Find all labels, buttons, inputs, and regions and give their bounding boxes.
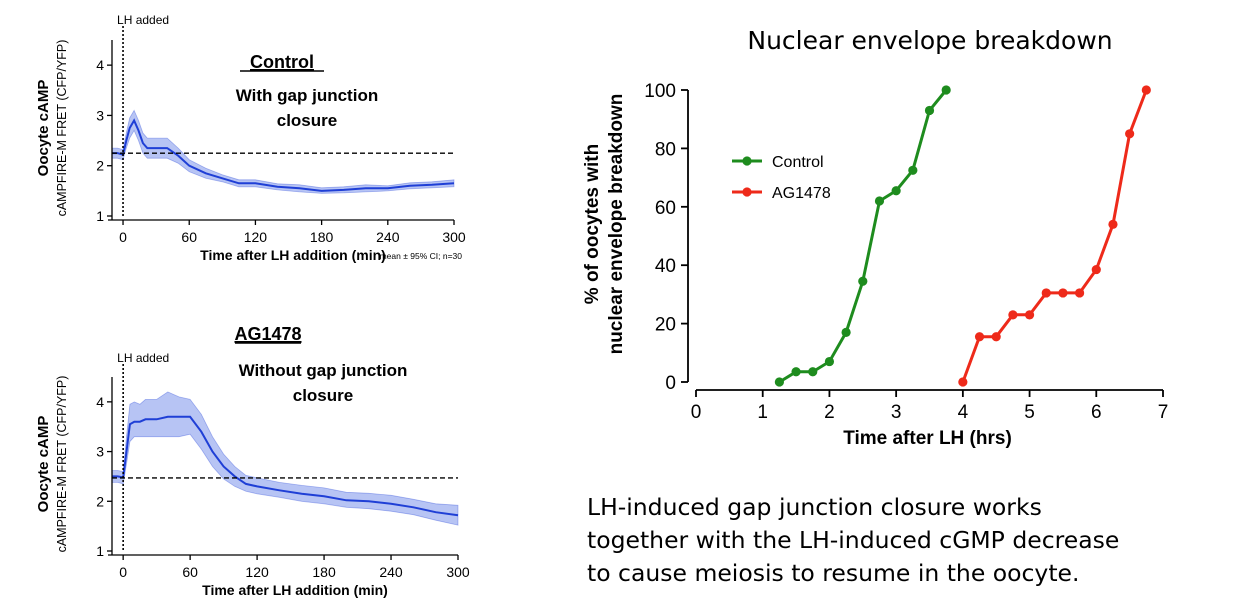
legend-control-label: Control [772, 154, 824, 171]
y-tick-label: 60 [655, 198, 676, 219]
ci-band [111, 391, 459, 526]
ag1478-chart: LH added 1 2 3 4 0 60 120 180 240 300 Time after LH… [35, 324, 470, 598]
control-data-point [808, 367, 818, 377]
summary-text: LH-induced gap junction closure works to… [587, 491, 1247, 590]
ag1478-data-point [1108, 219, 1118, 229]
y-tick-label: 1 [96, 543, 104, 559]
y-axis-sublabel: nuclear envelope breakdown [606, 94, 627, 355]
y-axis-label: Oocyte cAMP [35, 416, 52, 513]
x-tick-label: 60 [182, 564, 198, 580]
y-axis-label: % of oocytes with [582, 144, 603, 304]
x-tick-label: 240 [376, 229, 400, 245]
panel-title: AG1478 [234, 324, 301, 344]
x-axis-label: Time after LH addition (min) [202, 582, 388, 598]
summary-line-3: to cause meiosis to resume in the oocyte… [587, 559, 1080, 587]
ag1478-data-point [991, 332, 1001, 342]
x-axis-label: Time after LH (hrs) [843, 428, 1012, 449]
y-axis-label: Oocyte cAMP [35, 80, 52, 177]
ag1478-data-point [974, 332, 985, 342]
x-tick-label: 60 [181, 229, 197, 245]
x-axis-label: Time after LH addition (min) [200, 247, 386, 263]
control-chart: LH added 1 2 3 4 0 60 120 180 240 300 Time after LH… [35, 13, 466, 263]
lh-marker-label: LH added [117, 351, 169, 365]
ner-chart: 0 20 40 60 80 100 0 1 2 3 4 5 6 7 Time after LH (hrs)%… [582, 81, 1169, 449]
x-tick-label: 300 [442, 229, 466, 245]
ag1478-data-point [1024, 310, 1035, 320]
annotation-line-2: closure [277, 111, 337, 130]
ag1478-data-point [1141, 85, 1151, 95]
control-data-point [841, 327, 851, 337]
y-tick-label: 3 [96, 107, 104, 123]
mean-trace [112, 415, 459, 517]
y-tick-label: 0 [665, 373, 676, 394]
legend-ag1478-marker [742, 187, 752, 197]
x-tick-label: 120 [245, 564, 269, 580]
x-tick-label: 180 [310, 229, 334, 245]
y-tick-label: 3 [96, 444, 104, 460]
control-data-point [924, 105, 935, 116]
x-tick-label: 300 [446, 564, 470, 580]
y-tick-label: 80 [655, 139, 676, 160]
control-data-point [774, 377, 784, 387]
control-data-point [791, 367, 801, 377]
ag1478-chart-panel: LH added 1 2 3 4 0 60 120 180 240 300 Time after LH… [0, 300, 560, 615]
ag1478-data-point [1058, 288, 1068, 298]
x-tick-label: 180 [312, 564, 336, 580]
y-axis-sublabel: cAMPFIRE-M FRET (CFP/YFP) [55, 376, 69, 553]
summary-line-1: LH-induced gap junction closure works [587, 493, 1042, 521]
ner-chart-title: Nuclear envelope breakdown [747, 26, 1113, 55]
x-tick-label: 2 [824, 402, 835, 423]
annotation-line-2: closure [293, 386, 353, 405]
y-tick-label: 4 [96, 394, 104, 410]
x-tick-label: 0 [691, 402, 702, 423]
mean-trace [112, 118, 455, 192]
legend-control-marker [742, 156, 752, 166]
control-data-point [874, 196, 885, 206]
x-tick-label: 6 [1091, 402, 1102, 423]
y-tick-label: 4 [96, 57, 104, 73]
y-tick-label: 2 [96, 158, 104, 174]
control-data-point [891, 186, 901, 196]
ag1478-data-point [1125, 129, 1135, 139]
ag1478-data-point [1075, 288, 1085, 298]
control-data-point [858, 276, 868, 286]
y-axis-sublabel: cAMPFIRE-M FRET (CFP/YFP) [55, 40, 69, 217]
lh-marker-label: LH added [117, 13, 169, 27]
ag1478-data-point [958, 377, 968, 387]
y-tick-label: 100 [644, 81, 676, 102]
control-data-point [824, 356, 835, 367]
x-tick-label: 1 [757, 402, 768, 423]
ag1478-data-point [1008, 310, 1018, 320]
annotation-line-1: Without gap junction [239, 361, 408, 380]
x-tick-label: 5 [1024, 402, 1035, 423]
ci-band [111, 109, 455, 194]
summary-line-2: together with the LH-induced cGMP decrea… [587, 526, 1120, 554]
y-tick-label: 2 [96, 493, 104, 509]
control-data-point [941, 85, 951, 95]
x-tick-label: 240 [379, 564, 403, 580]
ag1478-data-point [1091, 264, 1101, 275]
x-tick-label: 0 [119, 564, 127, 580]
annotation-line-1: With gap junction [236, 86, 378, 105]
control-chart-panel: LH added 1 2 3 4 0 60 120 180 240 300 Time after LH… [0, 0, 560, 300]
ner-chart-panel: 0 20 40 60 80 100 0 1 2 3 4 5 6 7 Time after LH (hrs)%… [560, 60, 1257, 460]
x-tick-label: 0 [119, 229, 127, 245]
legend-ag1478-label: AG1478 [772, 185, 831, 202]
y-tick-label: 1 [96, 208, 104, 224]
control-series-line [778, 89, 948, 384]
x-tick-label: 120 [244, 229, 268, 245]
x-tick-label: 7 [1158, 402, 1169, 423]
panel-title: Control [250, 52, 314, 72]
x-tick-label: 3 [891, 402, 902, 423]
y-tick-label: 20 [655, 315, 676, 336]
x-tick-label: 4 [958, 402, 969, 423]
stats-note: mean ± 95% CI; n=30 [380, 251, 463, 261]
ag1478-series-line [961, 89, 1148, 383]
y-tick-label: 40 [655, 256, 676, 277]
control-data-point [908, 165, 918, 175]
ag1478-data-point [1041, 288, 1051, 298]
